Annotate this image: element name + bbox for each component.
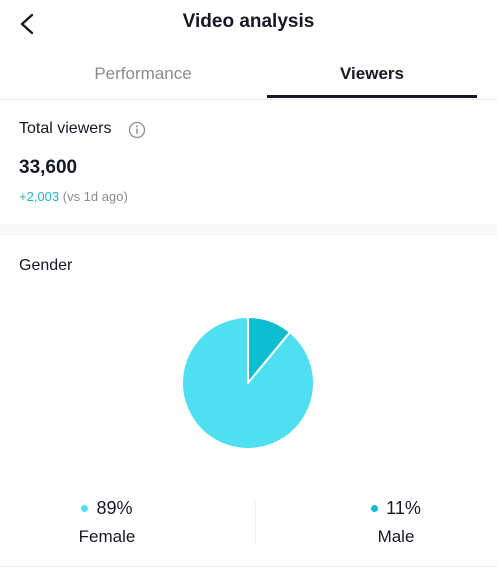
female-dot	[81, 505, 89, 512]
page-title: Video analysis	[182, 11, 315, 32]
active-tab-indicator	[267, 95, 477, 98]
total-viewers-compare: (vs 1d ago)	[59, 189, 128, 204]
total-viewers-value: 33,600	[19, 157, 78, 178]
header: Video analysis	[0, 0, 497, 48]
tab-performance[interactable]: Performance	[94, 64, 192, 83]
back-button[interactable]	[12, 8, 44, 40]
gender-title: Gender	[19, 257, 73, 274]
chevron-left-icon[interactable]	[17, 13, 39, 35]
male-dot	[371, 505, 379, 512]
pie-slice-female	[181, 316, 315, 450]
gender-pie-svg	[181, 316, 315, 450]
female-percent: 89%	[96, 498, 133, 518]
total-viewers-delta: +2,003	[19, 189, 60, 204]
male-label: Male	[377, 527, 415, 546]
tab-viewers[interactable]: Viewers	[340, 64, 404, 83]
female-label: Female	[78, 527, 136, 546]
legend-female: 89% Female	[57, 498, 157, 547]
male-percent: 11%	[386, 498, 421, 518]
total-viewers-section: Total viewers 33,600 +2,003 (vs 1d ago)	[0, 100, 497, 224]
total-viewers-title: Total viewers	[19, 120, 112, 137]
tab-bar: Performance Viewers	[0, 56, 497, 100]
section-divider	[0, 224, 497, 236]
legend-separator	[255, 501, 256, 543]
legend-male: 11% Male	[346, 498, 446, 547]
info-icon[interactable]	[128, 121, 146, 139]
gender-pie-chart	[181, 316, 315, 450]
total-viewers-delta-row: +2,003 (vs 1d ago)	[19, 189, 128, 204]
gender-section: Gender 89% Female 11% Male	[0, 236, 497, 567]
